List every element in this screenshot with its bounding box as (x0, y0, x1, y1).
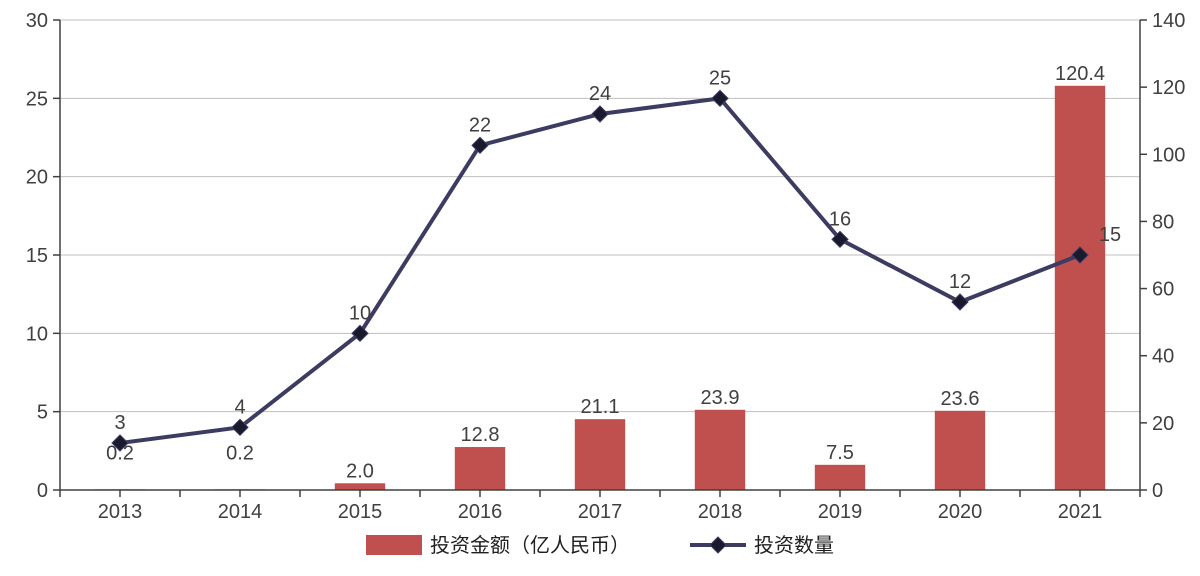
legend-label-line: 投资数量 (754, 534, 834, 557)
y-left-label: 20 (26, 167, 48, 189)
bar-value-label: 2.0 (346, 460, 374, 482)
bar (695, 410, 745, 490)
x-tick-label: 2018 (698, 501, 743, 523)
line-value-label: 4 (234, 396, 245, 418)
y-right-label: 40 (1152, 346, 1174, 368)
line-value-label: 12 (949, 271, 971, 293)
chart-container: 0.20.22.012.821.123.97.523.6120.43410222… (0, 0, 1200, 576)
line-value-label: 16 (829, 208, 851, 230)
line-value-label: 25 (709, 67, 731, 89)
x-tick-label: 2014 (218, 501, 263, 523)
bar-value-label: 23.6 (941, 388, 980, 410)
bar-value-label: 0.2 (226, 442, 254, 464)
y-left-label: 15 (26, 245, 48, 267)
legend-marker (710, 537, 726, 553)
y-right-label: 100 (1152, 144, 1185, 166)
line-value-label: 10 (349, 302, 371, 324)
bar (575, 419, 625, 490)
y-left-label: 5 (37, 402, 48, 424)
legend-swatch-bar (366, 535, 422, 555)
line-value-label: 22 (469, 114, 491, 136)
y-left-label: 10 (26, 323, 48, 345)
x-tick-label: 2016 (458, 501, 503, 523)
bar-value-label: 21.1 (581, 396, 620, 418)
x-tick-label: 2020 (938, 501, 983, 523)
line-value-label: 3 (114, 412, 125, 434)
bar-value-label: 23.9 (701, 387, 740, 409)
x-tick-label: 2013 (98, 501, 143, 523)
x-tick-label: 2017 (578, 501, 623, 523)
x-tick-label: 2019 (818, 501, 863, 523)
y-left-label: 0 (37, 480, 48, 502)
line-value-label: 15 (1099, 224, 1121, 246)
y-right-label: 120 (1152, 77, 1185, 99)
bar-value-label: 12.8 (461, 424, 500, 446)
x-tick-label: 2015 (338, 501, 383, 523)
y-right-label: 80 (1152, 211, 1174, 233)
bar (455, 447, 505, 490)
y-left-label: 25 (26, 88, 48, 110)
x-tick-label: 2021 (1058, 501, 1103, 523)
y-right-label: 140 (1152, 10, 1185, 32)
bar (335, 483, 385, 490)
y-left-label: 30 (26, 10, 48, 32)
bar-value-label: 120.4 (1055, 63, 1105, 85)
bar-value-label: 7.5 (826, 442, 854, 464)
line-marker (952, 294, 968, 310)
y-right-label: 20 (1152, 413, 1174, 435)
bar (935, 411, 985, 490)
y-right-label: 0 (1152, 480, 1163, 502)
line-value-label: 24 (589, 83, 611, 105)
line-series (120, 98, 1080, 443)
y-right-label: 60 (1152, 279, 1174, 301)
line-marker (592, 106, 608, 122)
bar (1055, 86, 1105, 490)
legend-label-bar: 投资金额（亿人民币） (430, 534, 630, 557)
bar (815, 465, 865, 490)
combo-chart: 0.20.22.012.821.123.97.523.6120.43410222… (0, 0, 1200, 576)
